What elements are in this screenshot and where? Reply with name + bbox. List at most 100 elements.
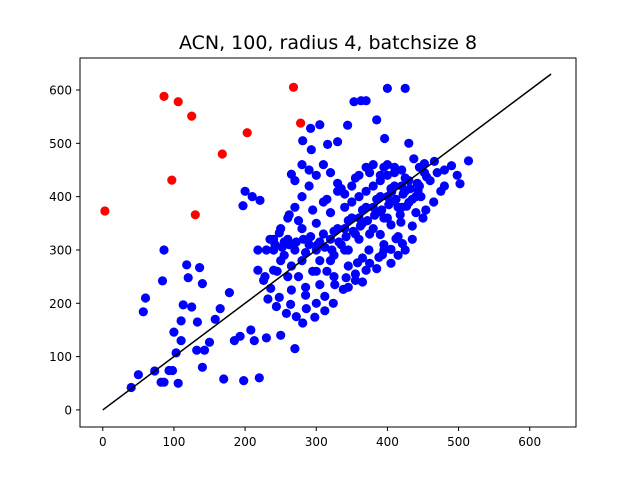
data-point xyxy=(315,256,325,266)
data-point xyxy=(159,245,169,255)
outlier-point xyxy=(187,111,197,121)
data-point xyxy=(290,176,300,186)
data-point xyxy=(409,154,419,164)
data-point xyxy=(379,240,389,250)
data-point xyxy=(291,237,301,247)
data-point xyxy=(266,283,276,293)
data-point xyxy=(418,213,428,223)
data-point xyxy=(398,189,408,199)
data-point xyxy=(297,224,307,234)
data-point xyxy=(396,217,406,227)
data-point xyxy=(178,300,188,310)
data-point xyxy=(322,194,332,204)
data-point xyxy=(239,376,249,386)
outlier-point xyxy=(100,206,110,216)
data-point xyxy=(362,216,373,226)
data-point xyxy=(357,253,368,263)
data-point xyxy=(306,145,316,155)
x-tick-label: 400 xyxy=(376,435,399,449)
data-point xyxy=(320,306,330,316)
data-point xyxy=(343,216,353,226)
data-point xyxy=(279,250,289,260)
outlier-point xyxy=(190,210,200,220)
data-point xyxy=(325,208,336,218)
data-point xyxy=(343,282,353,292)
data-point xyxy=(404,138,414,148)
data-point xyxy=(336,184,346,194)
data-point xyxy=(297,160,307,170)
data-point xyxy=(432,168,442,178)
data-point xyxy=(195,263,205,273)
axes: 0 100 200 300 400 500 600 0 100 200 300 400 500 600 xyxy=(49,57,577,449)
data-point xyxy=(357,277,368,287)
data-point xyxy=(301,282,311,292)
data-point xyxy=(343,261,353,271)
data-point xyxy=(384,200,394,210)
data-point xyxy=(176,316,186,326)
data-point xyxy=(306,232,316,242)
data-point xyxy=(197,279,207,289)
x-tick-label: 100 xyxy=(162,435,185,449)
data-point xyxy=(290,245,300,255)
outlier-point xyxy=(242,128,252,138)
x-tick-label: 200 xyxy=(234,435,257,449)
data-point xyxy=(290,202,300,212)
data-point xyxy=(400,245,410,255)
data-point xyxy=(414,162,424,172)
y-tick-label: 100 xyxy=(49,350,72,364)
data-point xyxy=(315,120,325,130)
data-point xyxy=(368,181,378,191)
x-tick-label: 0 xyxy=(99,435,107,449)
data-point xyxy=(429,197,439,207)
data-point xyxy=(386,184,396,194)
outlier-point xyxy=(159,91,169,101)
data-point xyxy=(293,272,304,282)
data-point xyxy=(327,245,337,255)
data-point xyxy=(355,221,365,231)
data-point xyxy=(192,317,202,327)
data-point xyxy=(389,168,400,178)
y-tick-label: 200 xyxy=(49,297,72,311)
data-point xyxy=(421,205,431,215)
data-point xyxy=(382,83,392,93)
data-point xyxy=(455,179,465,189)
data-point xyxy=(246,325,256,335)
data-point xyxy=(182,260,192,270)
data-point xyxy=(183,273,193,283)
fit-line xyxy=(102,73,552,411)
data-point xyxy=(322,266,332,276)
data-point xyxy=(167,365,178,376)
data-point xyxy=(365,168,375,178)
data-point xyxy=(301,304,311,314)
y-tick-label: 600 xyxy=(49,83,72,97)
data-point xyxy=(407,234,417,244)
data-point xyxy=(318,229,328,239)
data-point xyxy=(349,97,359,107)
data-point xyxy=(286,285,296,295)
data-point xyxy=(347,181,357,191)
data-point xyxy=(372,115,382,125)
data-point xyxy=(261,333,271,343)
data-point xyxy=(323,139,333,149)
data-point xyxy=(446,161,457,171)
data-point xyxy=(334,237,344,247)
data-point xyxy=(400,83,410,93)
data-point xyxy=(281,308,291,318)
data-point xyxy=(199,345,210,355)
data-point xyxy=(270,240,280,250)
outlier-point xyxy=(217,149,227,159)
data-point xyxy=(318,160,328,170)
data-point xyxy=(306,123,316,133)
data-point xyxy=(325,168,336,178)
data-point xyxy=(238,201,248,211)
data-point xyxy=(276,224,286,234)
data-point xyxy=(325,256,336,266)
data-point xyxy=(253,265,263,275)
y-tick-label: 0 xyxy=(64,403,72,417)
data-point xyxy=(301,290,311,300)
outlier-point xyxy=(296,118,306,128)
data-point xyxy=(224,288,234,298)
data-point xyxy=(411,192,421,202)
data-point xyxy=(425,176,435,186)
